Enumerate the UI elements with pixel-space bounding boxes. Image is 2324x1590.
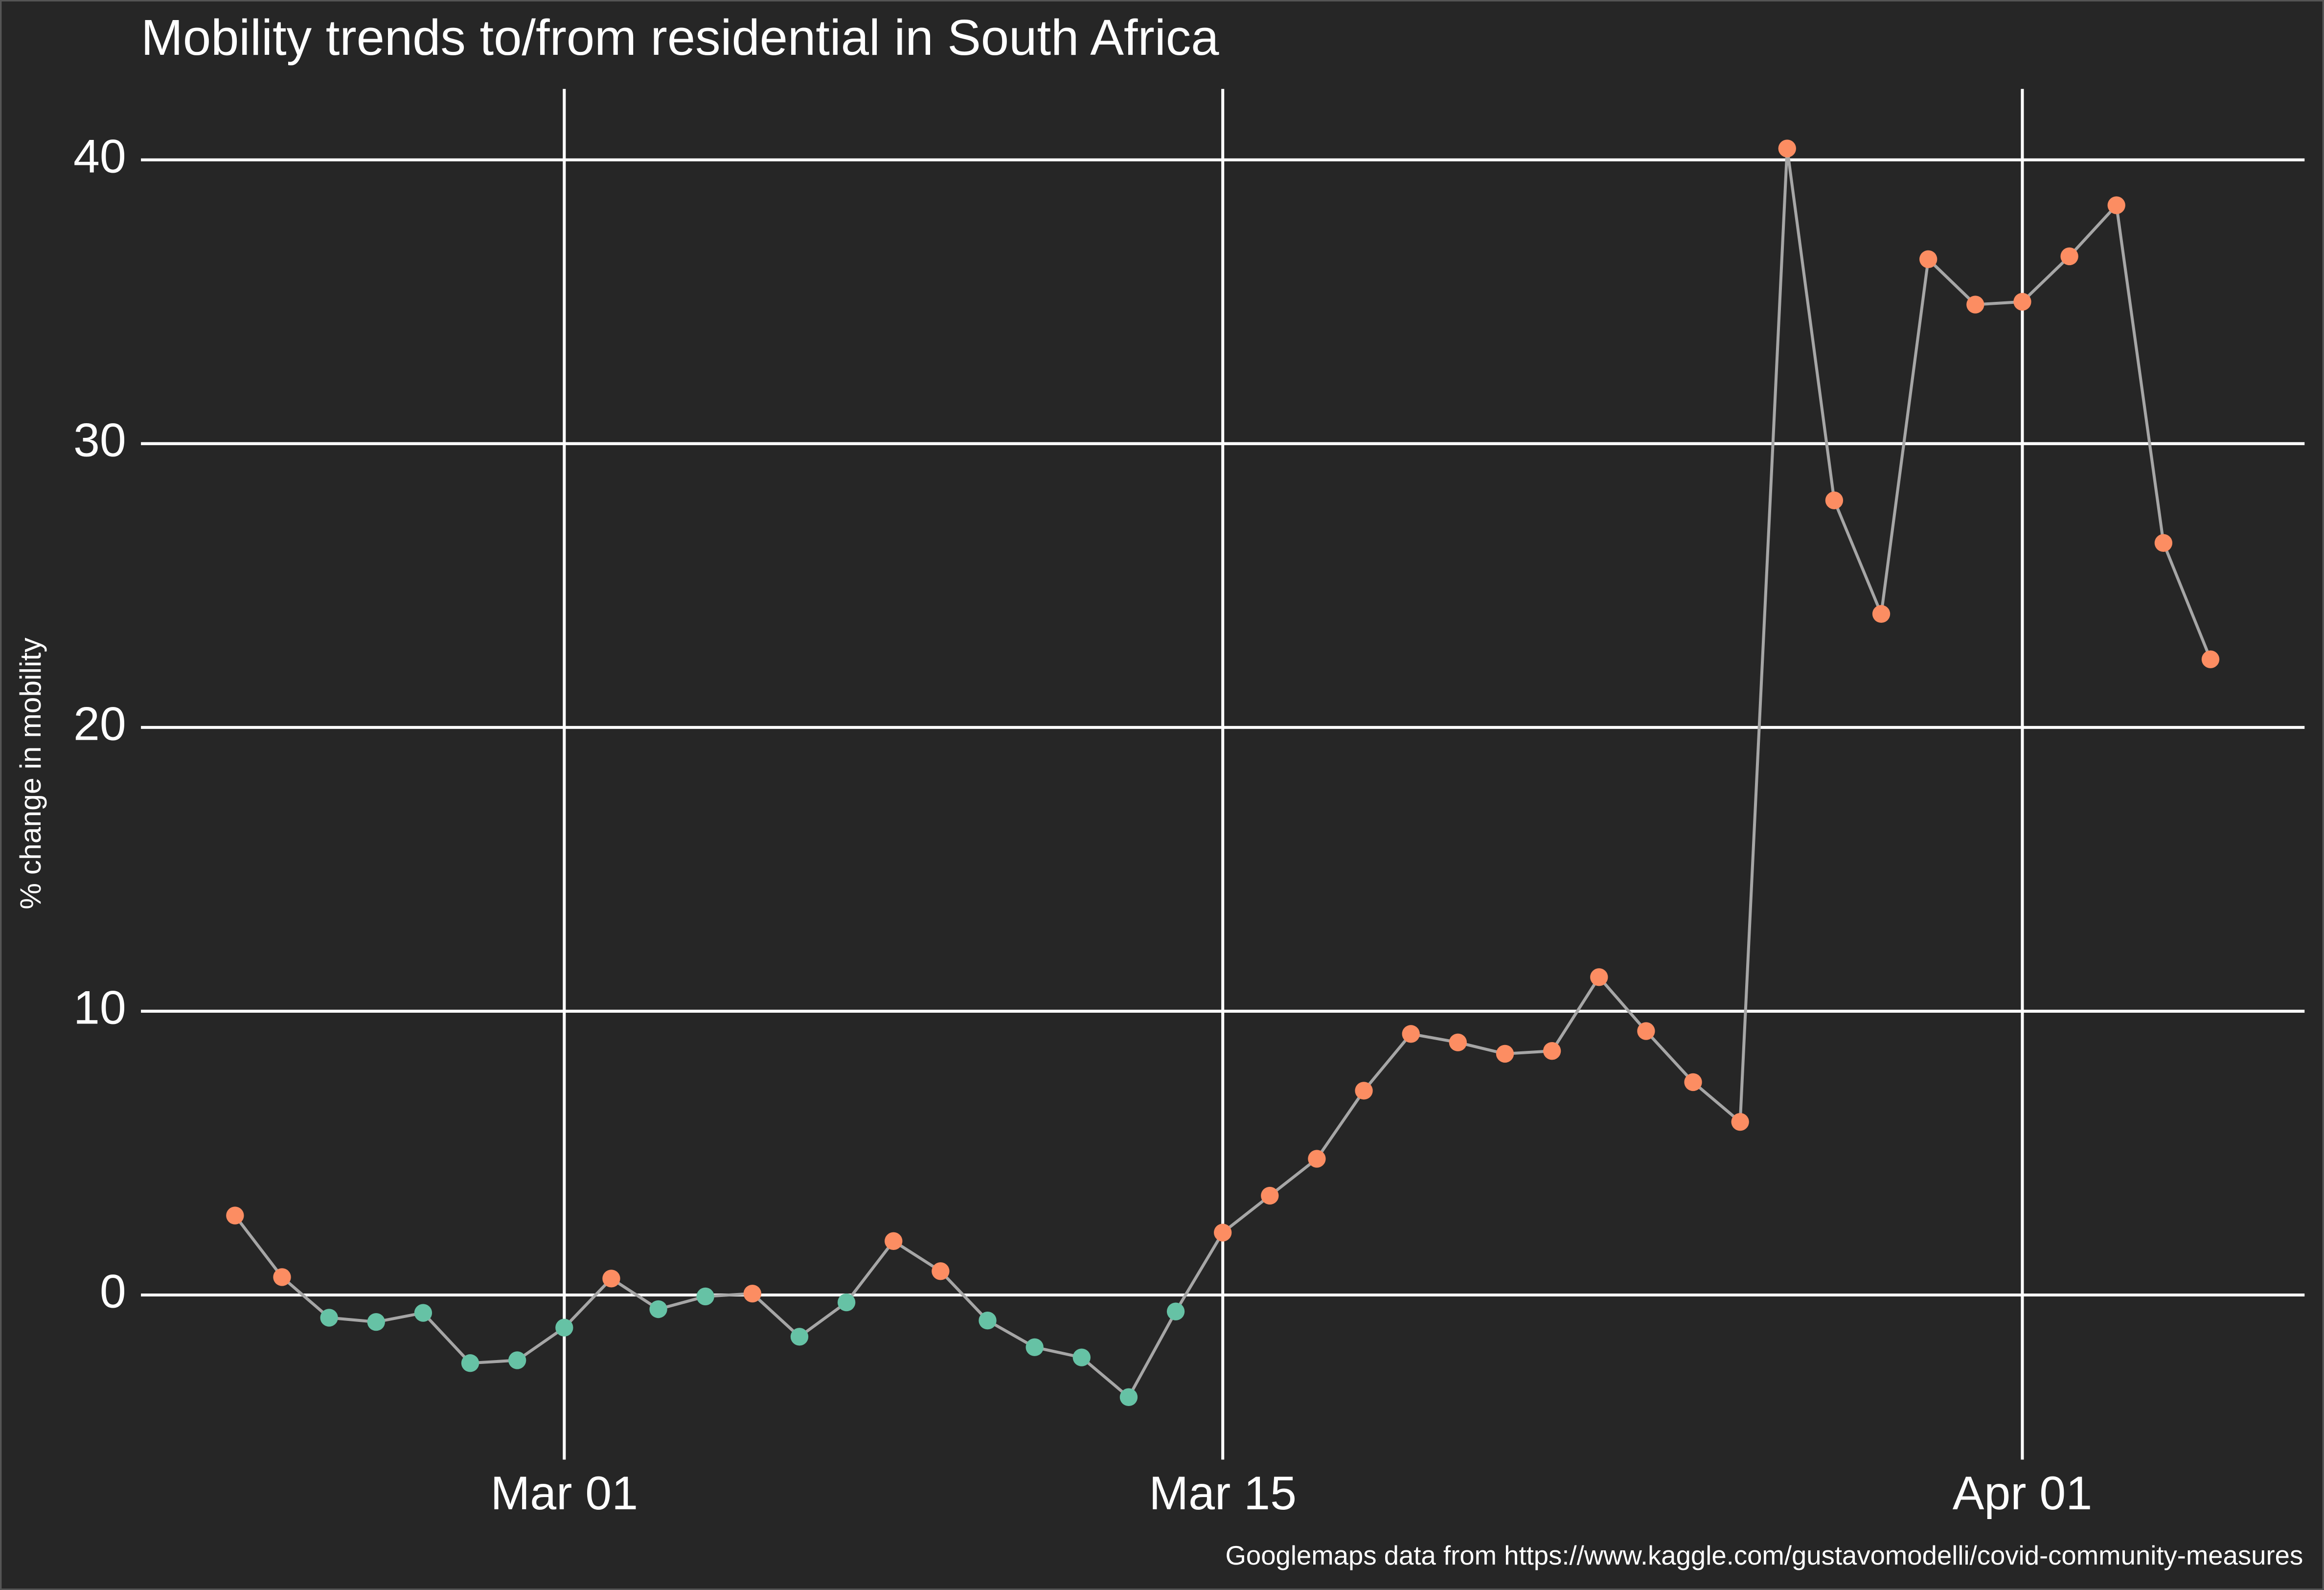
point xyxy=(461,1354,479,1372)
point xyxy=(1214,1224,1232,1242)
point xyxy=(2107,196,2125,214)
point xyxy=(743,1284,762,1303)
point xyxy=(602,1270,620,1288)
point xyxy=(1119,1388,1138,1407)
point xyxy=(555,1318,573,1337)
point xyxy=(979,1312,997,1330)
point xyxy=(1449,1033,1467,1051)
point xyxy=(790,1328,809,1346)
point xyxy=(1543,1042,1561,1060)
point xyxy=(1637,1022,1655,1040)
point xyxy=(1261,1186,1279,1205)
point xyxy=(1402,1025,1420,1043)
point xyxy=(696,1287,714,1306)
point xyxy=(2013,293,2031,311)
point xyxy=(1966,295,1984,314)
point xyxy=(1025,1338,1044,1356)
point xyxy=(1778,139,1796,158)
point xyxy=(1072,1348,1091,1366)
point xyxy=(273,1268,291,1286)
point xyxy=(1590,968,1608,986)
point xyxy=(414,1304,433,1322)
point xyxy=(837,1293,856,1312)
point xyxy=(885,1232,903,1250)
point xyxy=(2201,650,2220,668)
point xyxy=(1166,1302,1185,1320)
point xyxy=(1496,1045,1514,1063)
y-tick-label: 0 xyxy=(100,1265,126,1318)
point xyxy=(2154,534,2173,552)
chart-title: Mobility trends to/from residential in S… xyxy=(141,9,1219,66)
point xyxy=(1308,1150,1326,1168)
y-tick-label: 20 xyxy=(73,697,126,750)
point xyxy=(1684,1073,1702,1091)
point xyxy=(508,1351,526,1369)
point xyxy=(226,1206,244,1225)
caption: Googlemaps data from https://www.kaggle.… xyxy=(1225,1541,2303,1570)
point xyxy=(1731,1113,1749,1131)
y-tick-label: 40 xyxy=(73,129,126,182)
y-tick-label: 30 xyxy=(73,413,126,466)
y-axis-label: % change in mobility xyxy=(14,637,47,909)
x-tick-label: Mar 15 xyxy=(1149,1466,1297,1520)
x-tick-label: Mar 01 xyxy=(490,1466,638,1520)
x-tick-label: Apr 01 xyxy=(1953,1466,2093,1520)
point xyxy=(1825,491,1844,510)
point xyxy=(1919,250,1937,268)
point xyxy=(320,1309,338,1327)
point xyxy=(932,1262,950,1280)
y-tick-label: 10 xyxy=(73,981,126,1034)
point xyxy=(2060,247,2078,266)
point xyxy=(649,1300,667,1318)
point xyxy=(1872,605,1891,623)
point xyxy=(1355,1082,1373,1100)
point xyxy=(367,1313,385,1331)
